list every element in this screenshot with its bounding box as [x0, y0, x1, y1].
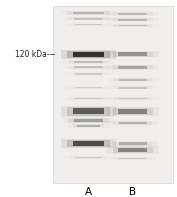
- Bar: [119, 98, 147, 99]
- Bar: [118, 52, 147, 56]
- Bar: [73, 108, 104, 114]
- Bar: [113, 24, 152, 27]
- Bar: [107, 121, 158, 125]
- Bar: [114, 157, 152, 160]
- Bar: [69, 97, 108, 100]
- Bar: [68, 118, 109, 123]
- Text: 120 kDa-: 120 kDa-: [15, 50, 50, 59]
- Bar: [113, 97, 152, 100]
- Bar: [61, 10, 116, 15]
- Bar: [63, 17, 114, 20]
- Bar: [68, 124, 109, 128]
- Bar: [61, 139, 116, 148]
- Bar: [107, 107, 159, 116]
- Bar: [113, 108, 153, 115]
- Bar: [70, 156, 107, 159]
- Bar: [118, 148, 147, 152]
- Bar: [119, 122, 147, 125]
- Bar: [107, 65, 159, 70]
- Bar: [107, 12, 159, 16]
- Bar: [73, 52, 104, 57]
- Bar: [64, 86, 113, 89]
- Bar: [69, 66, 108, 69]
- Bar: [108, 157, 157, 160]
- Bar: [107, 146, 159, 154]
- Bar: [75, 157, 102, 158]
- Bar: [75, 73, 102, 75]
- Bar: [74, 18, 103, 20]
- Bar: [67, 11, 110, 15]
- Bar: [64, 23, 113, 26]
- Bar: [119, 158, 146, 159]
- Bar: [113, 142, 152, 146]
- Bar: [75, 24, 102, 25]
- Bar: [70, 86, 107, 89]
- Bar: [77, 125, 100, 127]
- Bar: [73, 11, 104, 14]
- Text: A: A: [85, 187, 92, 197]
- Bar: [113, 18, 153, 21]
- Bar: [113, 121, 152, 125]
- Bar: [107, 141, 158, 147]
- Bar: [63, 97, 114, 100]
- Bar: [64, 72, 113, 75]
- Bar: [74, 61, 103, 63]
- Bar: [113, 65, 153, 69]
- Bar: [107, 24, 158, 27]
- Bar: [73, 141, 104, 146]
- Bar: [113, 147, 153, 153]
- Bar: [107, 18, 159, 21]
- Bar: [64, 156, 113, 159]
- Bar: [67, 107, 110, 116]
- Bar: [75, 66, 102, 68]
- Bar: [75, 87, 102, 88]
- Bar: [107, 97, 158, 100]
- Bar: [118, 66, 147, 69]
- Bar: [70, 23, 107, 26]
- Bar: [118, 19, 147, 21]
- Bar: [67, 51, 110, 58]
- Bar: [70, 73, 107, 75]
- Bar: [75, 98, 102, 99]
- Bar: [53, 6, 173, 183]
- Bar: [107, 51, 159, 57]
- Bar: [119, 142, 147, 145]
- Bar: [113, 52, 153, 57]
- Bar: [63, 60, 114, 64]
- Bar: [119, 87, 147, 88]
- Bar: [67, 140, 110, 147]
- Bar: [119, 79, 147, 81]
- Bar: [113, 12, 153, 15]
- Bar: [63, 66, 114, 69]
- Bar: [113, 86, 152, 89]
- Bar: [73, 124, 104, 127]
- Bar: [119, 25, 147, 27]
- Bar: [63, 118, 114, 123]
- Bar: [107, 86, 158, 89]
- Bar: [118, 109, 147, 114]
- Bar: [107, 78, 158, 82]
- Bar: [61, 50, 116, 59]
- Bar: [118, 13, 147, 15]
- Bar: [68, 61, 109, 63]
- Bar: [74, 119, 103, 122]
- Bar: [113, 78, 152, 81]
- Bar: [61, 106, 116, 117]
- Text: B: B: [129, 187, 136, 197]
- Bar: [68, 17, 109, 20]
